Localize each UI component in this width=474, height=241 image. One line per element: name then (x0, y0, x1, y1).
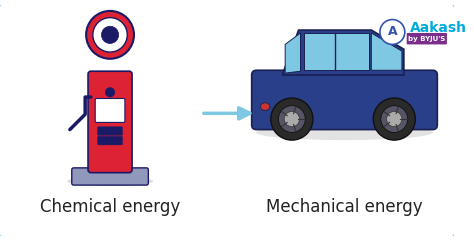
FancyArrowPatch shape (204, 108, 250, 119)
Polygon shape (304, 33, 369, 70)
FancyBboxPatch shape (98, 136, 122, 145)
Ellipse shape (67, 176, 153, 186)
FancyBboxPatch shape (98, 127, 122, 135)
Circle shape (373, 98, 415, 140)
Ellipse shape (260, 103, 270, 110)
Text: Mechanical energy: Mechanical energy (266, 198, 423, 216)
Circle shape (284, 111, 300, 127)
FancyBboxPatch shape (95, 99, 125, 122)
Circle shape (381, 106, 408, 133)
Circle shape (93, 18, 128, 52)
Text: by BYJU'S: by BYJU'S (408, 36, 446, 42)
FancyBboxPatch shape (252, 70, 438, 130)
Polygon shape (285, 33, 301, 73)
Ellipse shape (256, 125, 433, 140)
Polygon shape (371, 33, 402, 70)
Polygon shape (283, 30, 404, 75)
Text: Chemical energy: Chemical energy (40, 198, 180, 216)
Circle shape (271, 98, 313, 140)
Circle shape (279, 106, 305, 133)
FancyBboxPatch shape (72, 168, 148, 185)
Text: Aakash: Aakash (410, 21, 466, 35)
Text: A: A (388, 26, 397, 39)
Circle shape (105, 87, 115, 97)
Circle shape (387, 111, 402, 127)
Circle shape (380, 20, 405, 44)
Circle shape (101, 26, 118, 43)
Circle shape (86, 11, 134, 59)
FancyBboxPatch shape (0, 3, 456, 238)
FancyBboxPatch shape (88, 71, 132, 173)
FancyBboxPatch shape (407, 33, 447, 44)
